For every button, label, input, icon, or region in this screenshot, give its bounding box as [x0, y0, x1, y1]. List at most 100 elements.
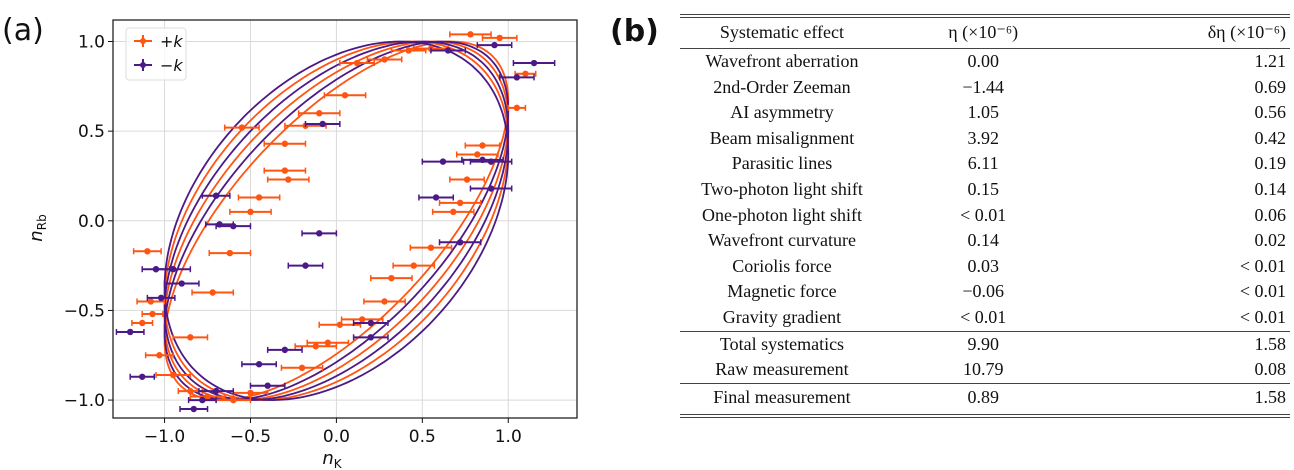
point-marker: [381, 298, 388, 305]
cell-eta: 3.92: [967, 127, 999, 148]
data-point: [155, 265, 192, 273]
cell-eta: 0.03: [967, 255, 999, 276]
point-marker: [491, 41, 498, 49]
point-marker: [513, 74, 521, 81]
point-marker: [427, 244, 435, 251]
data-point: [455, 151, 499, 158]
cell-delta-eta: 0.08: [1254, 359, 1287, 380]
point-marker: [144, 248, 151, 255]
header-eta: η (×10⁻⁶): [883, 14, 1083, 49]
data-point: [172, 334, 209, 341]
data-point: [131, 319, 154, 327]
table-row: Wavefront curvature 0.14 0.02: [680, 228, 1290, 254]
point-marker: [439, 158, 447, 165]
data-point: [464, 142, 501, 149]
point-marker: [474, 151, 481, 158]
data-point: [132, 248, 162, 255]
cell-delta-eta: 0.02: [1254, 230, 1287, 251]
point-marker: [479, 142, 486, 149]
table-row: 2nd-Order Zeeman −1.44 0.69: [680, 75, 1290, 101]
data-point: [469, 158, 513, 165]
data-point: [498, 74, 535, 81]
cell-eta: −1.44: [962, 76, 1005, 97]
data-point: [297, 110, 341, 117]
point-marker: [156, 352, 163, 359]
table-row: Magnetic force −0.06 < 0.01: [680, 279, 1290, 305]
data-point: [237, 194, 281, 201]
point-marker: [319, 120, 326, 128]
point-marker: [487, 158, 495, 165]
data-point: [512, 59, 556, 67]
data-point: [449, 176, 485, 183]
cell-delta-eta: < 0.01: [1239, 255, 1286, 276]
cell-eta: < 0.01: [960, 204, 1007, 225]
data-point: [263, 140, 307, 147]
point-marker: [381, 56, 388, 63]
data-point: [191, 289, 235, 296]
point-marker: [169, 265, 177, 273]
cell-effect: Wavefront aberration: [705, 51, 859, 71]
legend: +k −k: [125, 27, 187, 81]
cell-eta: −0.06: [962, 281, 1005, 302]
point-marker: [298, 364, 306, 372]
data-point: [366, 56, 403, 63]
fit-ellipse: [163, 40, 510, 402]
data-point: [438, 199, 482, 207]
table-row-final: Final measurement 0.89 1.58: [680, 382, 1290, 418]
cell-eta: 0.00: [967, 51, 999, 71]
point-marker: [247, 208, 254, 216]
data-point: [301, 230, 338, 237]
point-marker: [405, 47, 412, 54]
point-marker: [456, 199, 464, 207]
data-point: [141, 310, 164, 318]
data-point: [249, 382, 286, 389]
point-marker: [230, 222, 237, 230]
point-marker: [212, 192, 220, 199]
cell-eta: 0.89: [883, 382, 1083, 418]
data-point: [223, 124, 260, 131]
table-row: One-photon light shift < 0.01 0.06: [680, 203, 1290, 229]
point-marker: [247, 389, 254, 397]
point-marker: [388, 274, 395, 282]
data-point: [390, 47, 427, 54]
legend-label-minus-k: −k: [160, 56, 183, 75]
cell-delta-eta: 1.58: [1082, 382, 1290, 418]
point-marker: [139, 319, 146, 327]
data-point: [476, 41, 513, 49]
table-row-raw: Raw measurement 10.79 0.08: [680, 357, 1290, 383]
point-marker: [367, 319, 374, 327]
point-marker: [149, 310, 156, 318]
data-point: [266, 176, 310, 183]
point-marker: [281, 140, 289, 147]
data-point: [201, 192, 231, 199]
point-marker: [281, 346, 289, 354]
data-point: [144, 352, 174, 359]
data-point: [287, 262, 324, 269]
table-row: Parasitic lines 6.11 0.19: [680, 151, 1290, 177]
data-point: [215, 222, 252, 230]
cell-effect: Wavefront curvature: [707, 230, 856, 251]
data-point: [263, 167, 307, 174]
header-delta-eta: δη (×10⁻⁶): [1082, 14, 1290, 49]
point-marker: [178, 280, 185, 287]
legend-label-plus-k: +k: [160, 32, 183, 51]
data-point: [431, 208, 475, 216]
cell-effect: Total systematics: [680, 330, 884, 358]
data-point: [241, 361, 278, 368]
point-marker: [410, 262, 417, 269]
point-marker: [444, 47, 452, 54]
data-point: [163, 280, 200, 287]
data-point: [392, 262, 436, 269]
cell-delta-eta: 1.21: [1254, 51, 1287, 71]
table-row: Wavefront aberration 0.00 1.21: [680, 49, 1290, 75]
point-marker: [341, 92, 349, 99]
cell-eta: 0.14: [967, 230, 999, 251]
data-point: [136, 298, 166, 305]
point-marker: [312, 343, 319, 350]
data-point: [294, 343, 338, 350]
table-row: Coriolis force 0.03 < 0.01: [680, 254, 1290, 280]
point-marker: [187, 387, 194, 395]
legend-marker-minus-k: [134, 59, 152, 71]
x-tick-label: 0.0: [323, 427, 350, 447]
cell-delta-eta: 0.19: [1254, 153, 1287, 174]
